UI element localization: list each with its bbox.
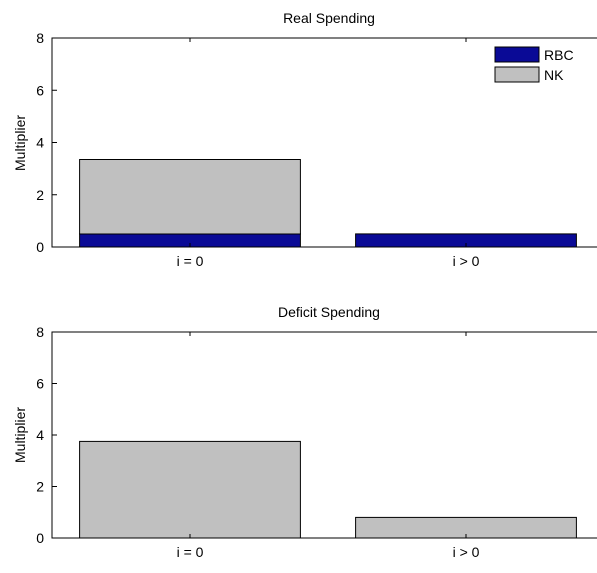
legend-label-nk: NK (544, 67, 564, 83)
y-tick-label: 8 (36, 324, 44, 340)
x-tick-label: i = 0 (177, 253, 204, 269)
axes (51, 331, 597, 539)
legend: RBC NK (494, 46, 574, 83)
legend-label-rbc: RBC (544, 47, 574, 63)
legend-swatch-rbc (494, 46, 540, 63)
y-tick-label: 0 (36, 239, 44, 255)
y-tick-label: 8 (36, 30, 44, 46)
legend-swatch-nk (494, 66, 540, 83)
x-tick-label: i = 0 (177, 544, 204, 560)
chart-title: Deficit Spending (278, 304, 380, 320)
y-tick-label: 2 (36, 479, 44, 495)
axes (51, 37, 597, 248)
y-tick-label: 2 (36, 187, 44, 203)
bars (79, 440, 577, 539)
y-tick-label: 6 (36, 376, 44, 392)
y-axis-label: Multiplier (12, 407, 28, 463)
y-tick-label: 6 (36, 82, 44, 98)
tick-labels: i = 0 i > 0 0 2 4 6 8 (36, 30, 479, 269)
y-tick-label: 4 (36, 135, 44, 151)
chart-title: Real Spending (283, 10, 375, 26)
bar-series0-0 (79, 440, 301, 539)
real-spending-panel: Real Spending Multiplier i = 0 i > 0 0 2 4 6 8… (12, 10, 597, 269)
y-tick-label: 4 (36, 427, 44, 443)
bar-nk-0 (79, 159, 301, 235)
x-tick-label: i > 0 (453, 253, 480, 269)
tick-labels: i = 0 i > 0 0 2 4 6 8 (36, 324, 479, 560)
x-tick-label: i > 0 (453, 544, 480, 560)
bars (79, 159, 577, 248)
y-tick-label: 0 (36, 530, 44, 546)
deficit-spending-panel: Deficit Spending Multiplier i = 0 i > 0 0 2… (12, 304, 597, 560)
y-axis-label: Multiplier (12, 115, 28, 171)
